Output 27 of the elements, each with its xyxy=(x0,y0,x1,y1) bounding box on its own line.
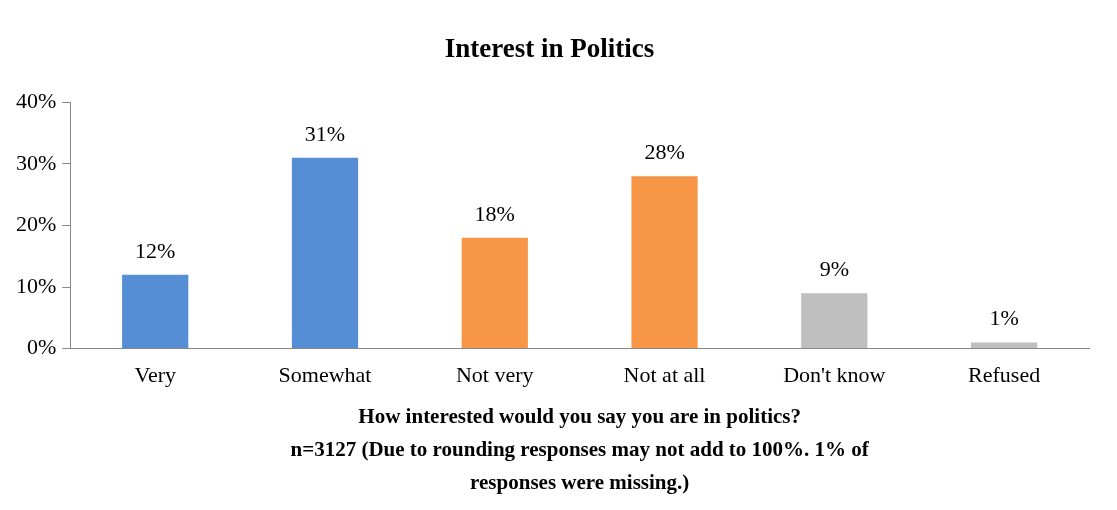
x-tick-label: Very xyxy=(134,361,176,387)
bar xyxy=(291,157,359,349)
x-tick-label: Don't know xyxy=(783,361,886,387)
x-tick-label: Somewhat xyxy=(278,361,372,387)
text: n=3127 (Due to rounding responses may not add to 100%. 1% of xyxy=(290,436,870,461)
data-label: 12% xyxy=(135,237,176,263)
data-label: 1% xyxy=(989,305,1019,331)
data-label: 9% xyxy=(819,255,849,281)
text: responses were missing.) xyxy=(470,469,690,494)
data-label: 18% xyxy=(474,200,515,226)
bar xyxy=(122,274,189,349)
y-tick-label: 20% xyxy=(16,211,57,237)
x-tick-label: Refused xyxy=(968,361,1041,387)
x-tick-label: Not at all xyxy=(623,361,706,387)
bar xyxy=(631,176,698,349)
bar xyxy=(801,293,868,349)
data-label: 31% xyxy=(304,120,346,146)
x-tick-label: Not very xyxy=(455,361,534,387)
y-tick-label: 30% xyxy=(16,149,57,175)
bar xyxy=(971,342,1038,349)
data-label: 28% xyxy=(644,139,685,165)
y-tick-label: 0% xyxy=(27,334,57,360)
chart-title: Interest in Politics xyxy=(444,33,655,64)
bar xyxy=(461,237,528,349)
y-tick-label: 10% xyxy=(16,272,57,298)
x-axis-title: How interested would you say you are in politics? xyxy=(358,403,801,428)
y-tick-label: 40% xyxy=(16,88,57,114)
